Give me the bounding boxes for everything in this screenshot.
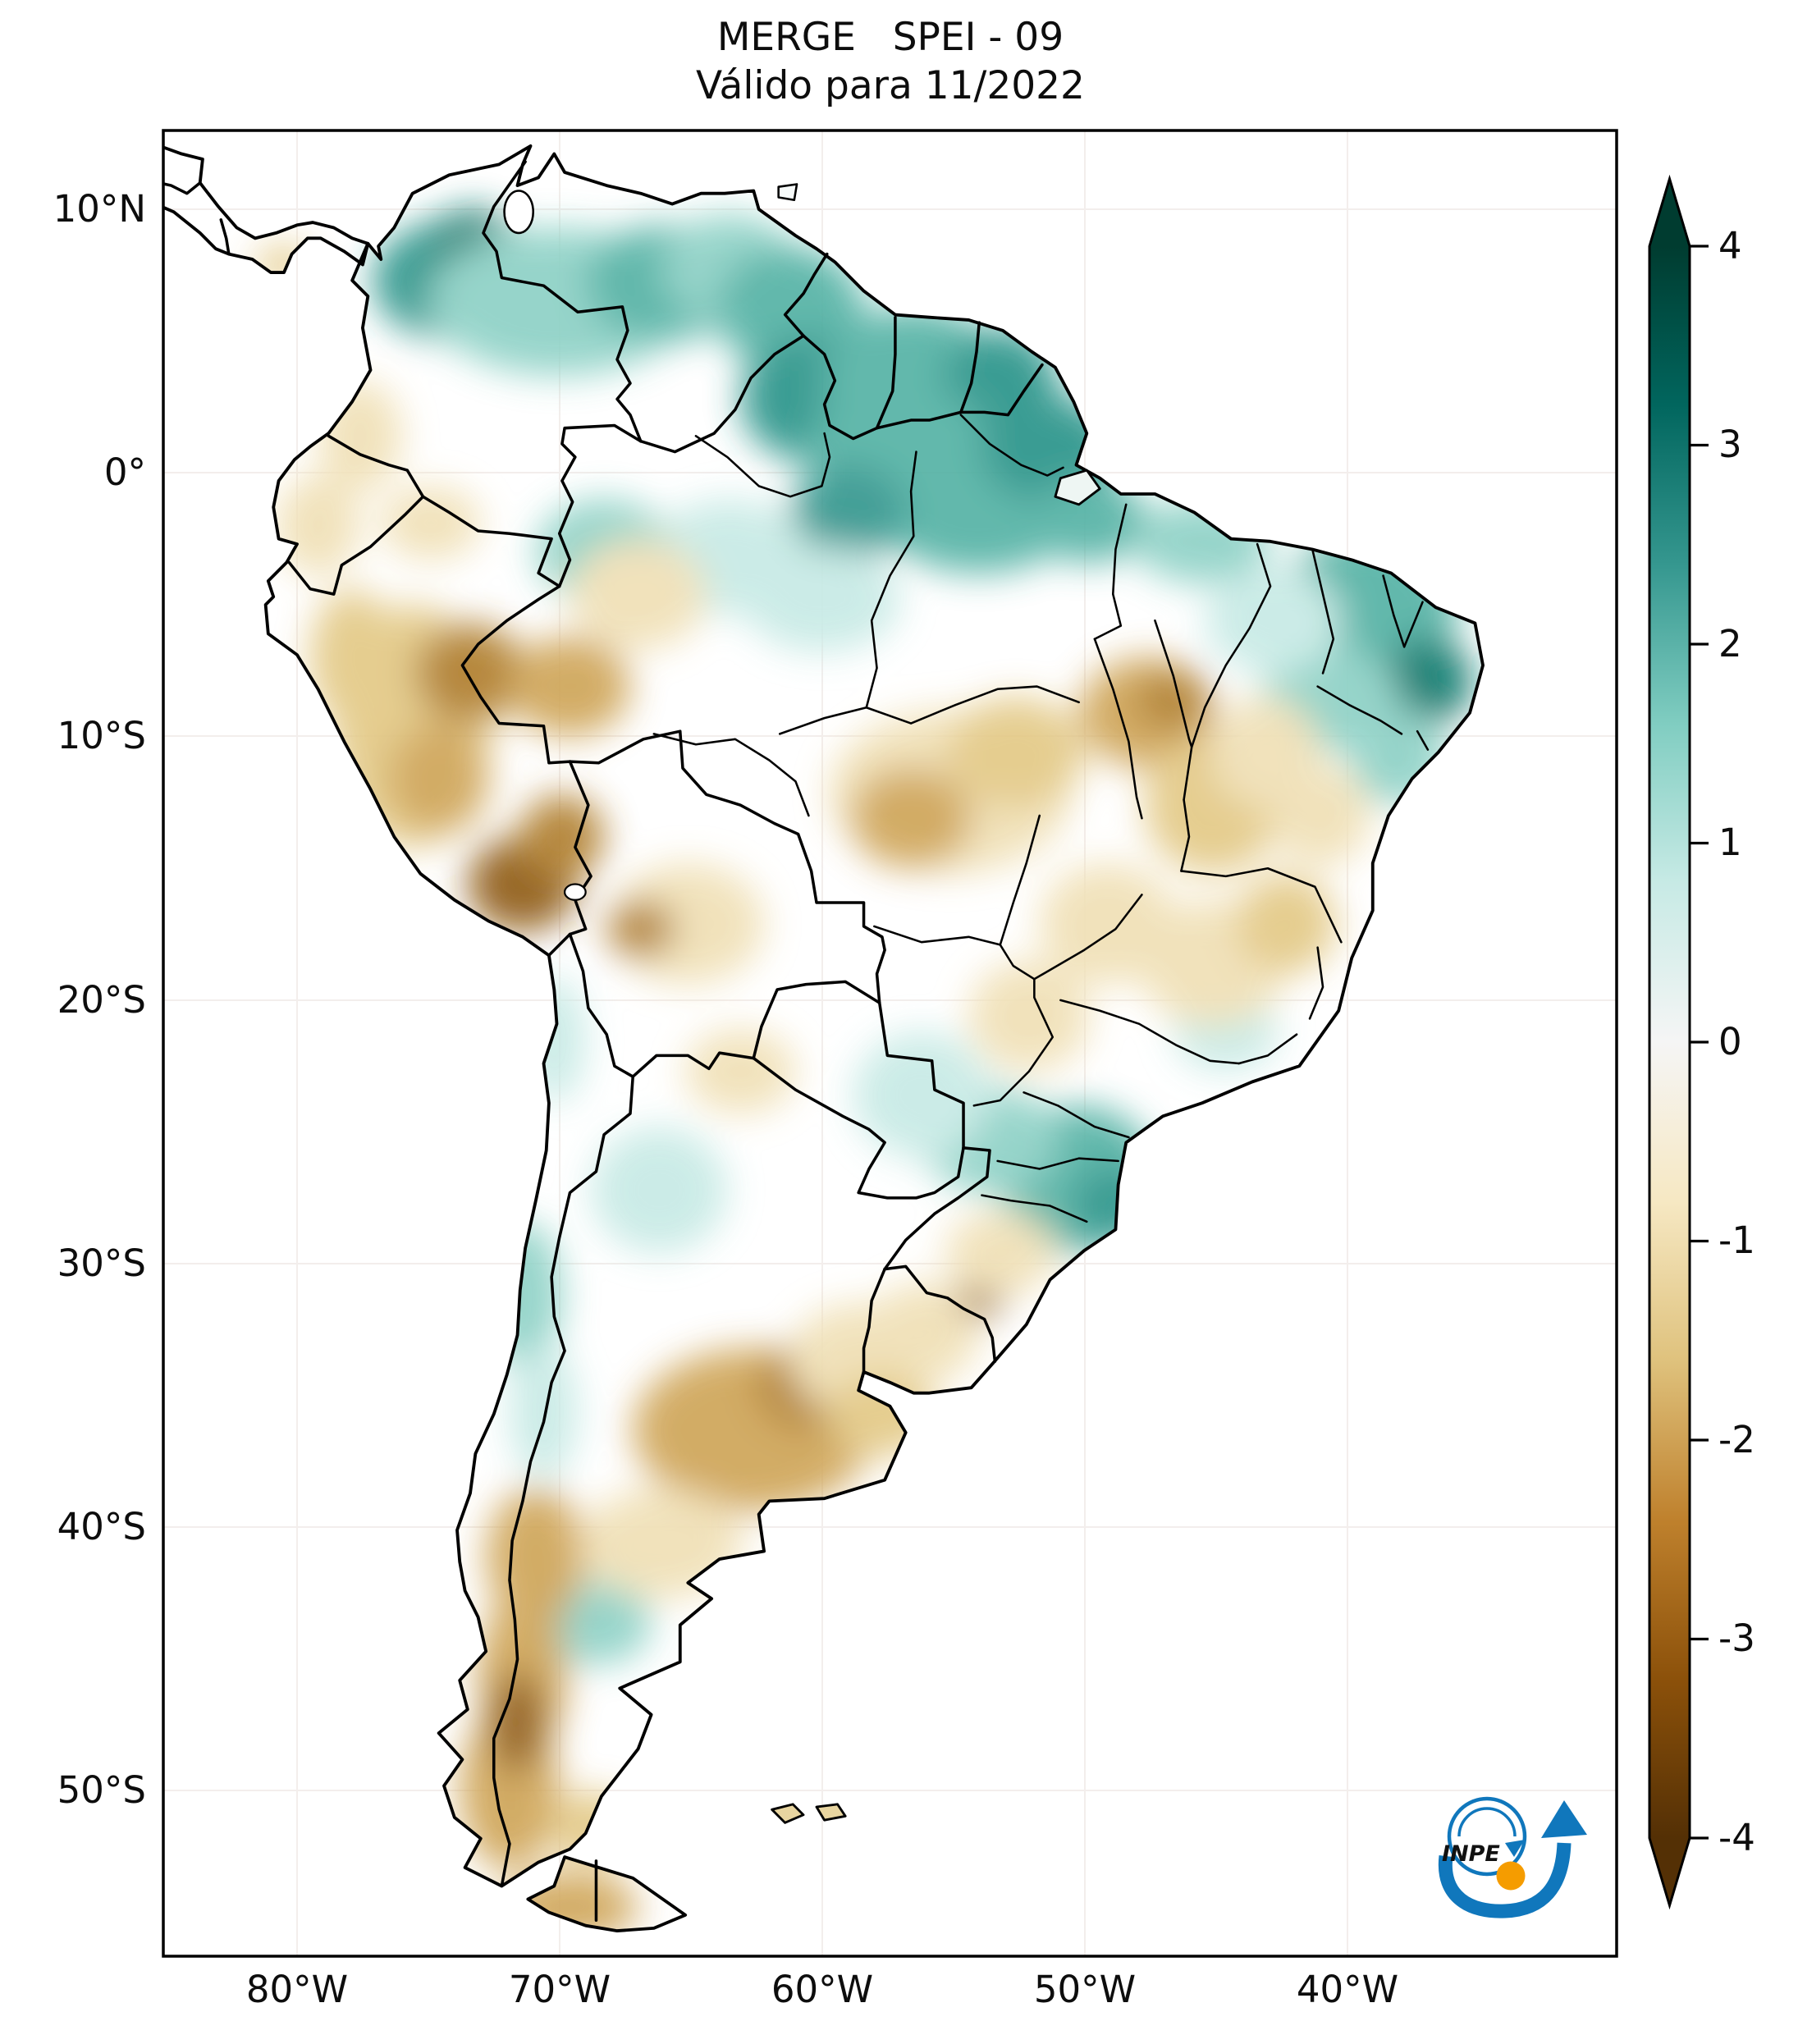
inpe-big-swoosh-icon: [1438, 1842, 1572, 1918]
lat-tick-label-40s: 40°S: [57, 1505, 146, 1548]
inpe-small-arrow-icon: [1505, 1840, 1525, 1857]
colorbar: [1648, 174, 1709, 1910]
lon-tick-label-70w: 70°W: [508, 1968, 611, 2011]
lake-maracaibo: [503, 190, 535, 235]
lon-tick-label-50w: 50°W: [1033, 1968, 1137, 2011]
country-borders: [163, 160, 1044, 1923]
colorbar-gradient-shape: [1648, 174, 1691, 1910]
lon-tick-label-80w: 80°W: [245, 1968, 349, 2011]
central-america-coastline: [163, 145, 370, 275]
colorbar-tick-label-2: 2: [1718, 622, 1742, 665]
inpe-logo-text: INPE: [1442, 1841, 1500, 1867]
falkland-islands: [771, 1803, 847, 1824]
colorbar-tick-label-m3: -3: [1718, 1616, 1755, 1660]
lat-tick-label-20s: 20°S: [57, 978, 146, 1022]
south-america-coastline: [263, 144, 1485, 1888]
inpe-arrow-head-icon: [1541, 1800, 1587, 1838]
colorbar-tick-label-m2: -2: [1718, 1418, 1755, 1461]
lat-tick-label-30s: 30°S: [57, 1241, 146, 1285]
inpe-orange-dot: [1496, 1861, 1526, 1891]
colorbar-tick-label-0: 0: [1718, 1020, 1742, 1063]
map-frame: [162, 129, 1618, 1958]
lon-tick-label-60w: 60°W: [771, 1968, 874, 2011]
spei-raster-blobs: [254, 208, 1473, 1932]
figure-subtitle: Válido para 11/2022: [696, 63, 1085, 108]
lon-tick-label-40w: 40°W: [1296, 1968, 1399, 2011]
marajo-island: [1054, 469, 1101, 506]
figure-title-block: MERGE SPEI - 09 Válido para 11/2022: [328, 13, 1453, 110]
colorbar-tick-label-m1: -1: [1718, 1219, 1755, 1262]
colorbar-tick-marks: [1690, 245, 1709, 1840]
inpe-swoosh-circle-icon: [1447, 1796, 1527, 1877]
tierra-del-fuego-outline: [526, 1855, 688, 1933]
brazil-state-borders: [652, 414, 1430, 1223]
lat-tick-label-50s: 50°S: [57, 1768, 146, 1812]
colorbar-tick-label-4: 4: [1718, 224, 1742, 268]
trinidad-island: [777, 183, 798, 202]
inpe-swoosh-inner-icon: [1457, 1807, 1517, 1837]
lat-tick-label-0: 0°: [103, 450, 146, 494]
lat-tick-label-10n: 10°N: [53, 187, 146, 231]
colorbar-tick-label-m4: -4: [1718, 1816, 1755, 1859]
figure-title: MERGE SPEI - 09: [716, 15, 1064, 60]
lake-titicaca: [563, 883, 587, 901]
colorbar-tick-label-1: 1: [1718, 821, 1742, 864]
inpe-logo: [1438, 1796, 1587, 1918]
lat-tick-label-10s: 10°S: [57, 714, 146, 757]
colorbar-tick-label-3: 3: [1718, 423, 1742, 466]
